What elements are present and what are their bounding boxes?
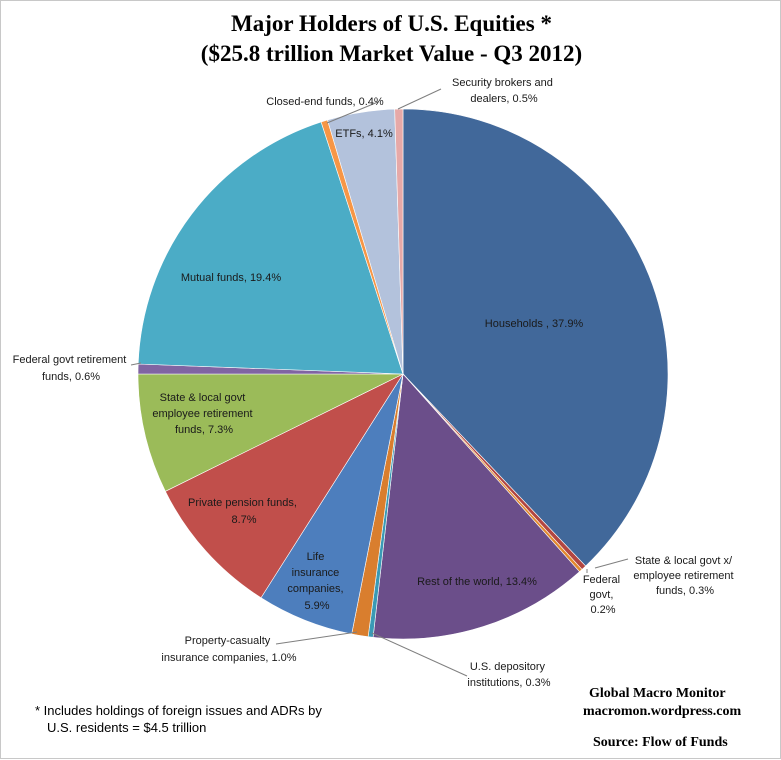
label-private-pension: Private pension funds, 8.7% xyxy=(188,497,300,526)
chart-title: Major Holders of U.S. Equities * xyxy=(231,11,552,36)
pie-slice-8 xyxy=(137,373,404,492)
leader-lines xyxy=(130,88,629,677)
brand-name: Global Macro Monitor xyxy=(589,686,726,701)
pie-slice-0 xyxy=(402,108,669,567)
source-note: Source: Flow of Funds xyxy=(593,735,728,750)
footnote-line-2: U.S. residents = $4.5 trillion xyxy=(47,720,207,735)
pie-slice-3 xyxy=(372,373,580,640)
label-closed-end: Closed-end funds, 0.4% xyxy=(266,96,384,108)
label-life-insurance: Life insurance companies, 5.9% xyxy=(287,551,346,612)
label-state-local: State & local govt employee retirement f… xyxy=(152,392,255,436)
label-federal-retirement: Federal govt retirement funds, 0.6% xyxy=(13,354,130,383)
label-etfs: ETFs, 4.1% xyxy=(335,128,393,140)
chart-subtitle: ($25.8 trillion Market Value - Q3 2012) xyxy=(200,41,583,66)
label-federal-govt: Federal govt, 0.2% xyxy=(583,574,623,616)
leader-line-closed-end xyxy=(326,101,379,124)
footnote-line-1: * Includes holdings of foreign issues an… xyxy=(35,703,322,718)
brand-url: macromon.wordpress.com xyxy=(583,704,742,719)
pie-slice-7 xyxy=(164,373,404,599)
footnote: * Includes holdings of foreign issues an… xyxy=(35,702,322,736)
label-security-brokers: Security brokers and dealers, 0.5% xyxy=(452,77,556,105)
leader-line-property-casualty xyxy=(275,631,358,645)
label-property-casualty: Property-casualty insurance companies, 1… xyxy=(161,635,296,664)
label-state-local-x: State & local govt x/ employee retiremen… xyxy=(633,555,736,597)
leader-line-state-local-x xyxy=(594,558,629,569)
leader-line-federal-retirement xyxy=(130,362,142,366)
leader-line-security-brokers xyxy=(397,88,442,110)
pie-slices xyxy=(137,108,669,640)
label-households: Households , 37.9% xyxy=(485,318,584,330)
label-mutual-funds: Mutual funds, 19.4% xyxy=(181,272,282,284)
pie-slice-10 xyxy=(137,121,404,375)
label-us-depository: U.S. depository institutions, 0.3% xyxy=(467,661,550,689)
leader-line-us-depository xyxy=(371,632,468,677)
label-rest-of-world: Rest of the world, 13.4% xyxy=(417,576,537,588)
